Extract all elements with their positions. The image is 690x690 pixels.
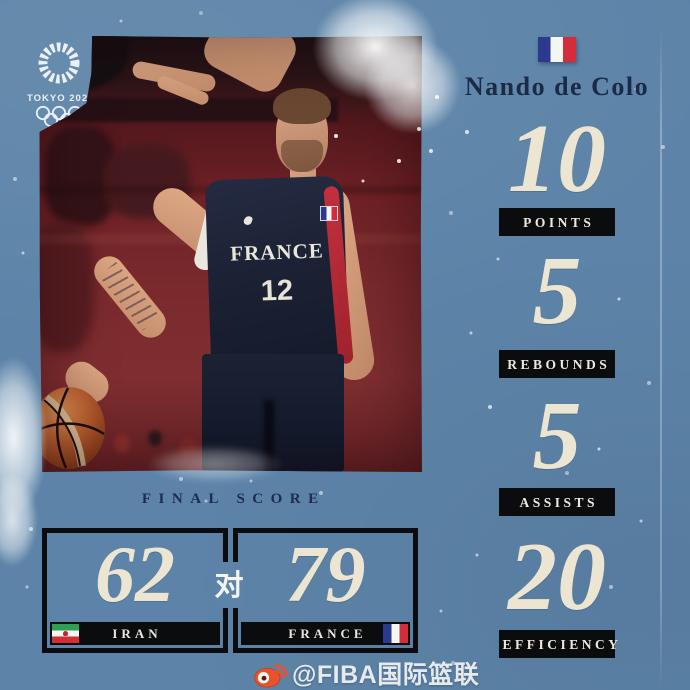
weibo-handle: @FIBA国际篮联 [292, 661, 480, 689]
stat-label-points: POINTS [499, 208, 615, 236]
versus-character: 对 [214, 570, 244, 602]
jersey-france-flag-patch-icon [320, 206, 338, 221]
france-score: 79 [285, 531, 366, 619]
versus-background-patch [215, 562, 243, 608]
player-photo: FRANCE 12 [39, 36, 422, 472]
stat-label-rebounds: REBOUNDS [499, 350, 615, 378]
stat-label-assists: ASSISTS [499, 488, 615, 516]
player-shorts [202, 354, 344, 472]
player-name: Nando de Colo [464, 72, 650, 101]
stat-value-points: 10 [508, 105, 606, 213]
courtside-people [100, 414, 210, 468]
scratch-line [660, 30, 662, 690]
weibo-icon [254, 664, 289, 688]
iran-team-name: IRAN [112, 626, 162, 641]
iran-team-bar: IRAN [50, 622, 220, 645]
grunge-splatter [345, 18, 480, 153]
player-beard [281, 140, 323, 172]
tokyo-2020-emblem-icon [38, 42, 80, 84]
iran-flag-icon [52, 624, 79, 643]
score-box-france: 79 FRANCE [233, 528, 418, 653]
arena-shadow [39, 222, 94, 352]
iran-score: 62 [95, 531, 175, 619]
stat-value-efficiency: 20 [508, 523, 606, 631]
score-box-iran: 62 IRAN [42, 528, 228, 653]
tokyo-2020-wordmark: TOKYO 2020 [27, 93, 95, 104]
france-flag-icon [538, 37, 576, 62]
grunge-splatter [120, 438, 310, 490]
stat-value-assists: 5 [532, 382, 582, 490]
france-team-bar: FRANCE [241, 622, 410, 645]
france-flag-small-icon [383, 624, 408, 643]
dust-speckles [0, 0, 2, 2]
stat-value-rebounds: 5 [532, 237, 582, 345]
final-score-heading: FINAL SCORE [141, 491, 326, 507]
france-team-name: FRANCE [288, 626, 367, 641]
stat-label-efficiency: EFFICIENCY [499, 630, 618, 658]
